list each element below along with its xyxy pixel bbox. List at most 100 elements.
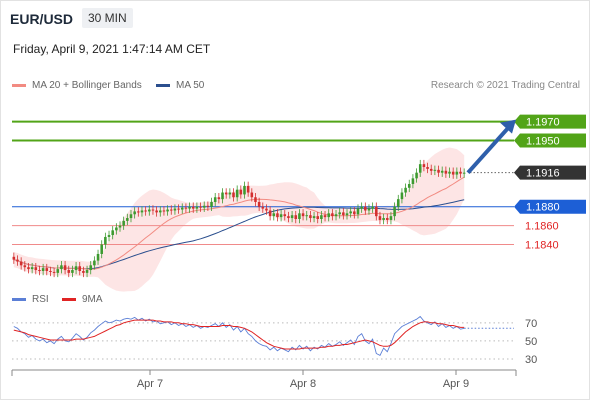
price-tag-label: 1.1950: [526, 136, 560, 148]
candle-body: [93, 260, 96, 266]
candle-body: [400, 192, 404, 200]
candle-body: [78, 266, 82, 271]
candle-body: [440, 170, 444, 173]
timeframe-badge[interactable]: 30 MIN: [82, 8, 133, 28]
candle-body: [38, 270, 41, 272]
x-tick-label-apr-8: Apr 8: [290, 378, 316, 390]
candle-body: [411, 178, 415, 185]
candle-body: [45, 268, 49, 271]
bollinger-band: [13, 147, 465, 292]
x-tick-label-apr-9: Apr 9: [443, 378, 469, 390]
symbol-title: EUR/USD: [10, 11, 74, 27]
rsi-tick-label-70: 70: [525, 318, 537, 330]
candle-body: [426, 167, 429, 169]
candle-body: [239, 189, 243, 195]
candle-body: [349, 211, 352, 214]
legend-ma50: MA 50: [156, 80, 204, 91]
candle-body: [148, 209, 151, 212]
price-tag-label: 1.1880: [526, 202, 560, 214]
rsi-ma-line: [13, 319, 465, 350]
candle-body: [250, 192, 254, 198]
candle-body: [316, 216, 319, 219]
candle-body: [16, 259, 19, 262]
candle-body: [169, 209, 173, 211]
candle-body: [85, 270, 89, 273]
candle-body: [177, 208, 180, 210]
ma50-line: [13, 199, 465, 270]
price-tag-1.1950: 1.1950: [514, 133, 586, 148]
candle-body: [283, 214, 287, 217]
candle-body: [279, 214, 283, 218]
candle-body: [309, 215, 312, 219]
ma9-swatch: [62, 298, 76, 301]
candle-body: [129, 214, 133, 219]
price-tag-box: [514, 199, 586, 214]
ma20-swatch: [12, 84, 26, 87]
candle-body: [327, 213, 330, 218]
candle-body: [389, 216, 393, 220]
candle-body: [56, 269, 60, 273]
legend-ma20: MA 20 + Bollinger Bands: [12, 80, 142, 91]
candle-body: [19, 261, 23, 266]
candle-body: [276, 213, 279, 218]
legend-rsi: RSI: [12, 294, 49, 305]
candle-body: [96, 253, 100, 261]
candle-body: [63, 265, 67, 271]
candle-body: [126, 218, 129, 221]
candle-body: [206, 205, 210, 207]
candle-body: [118, 225, 122, 228]
candle-body: [82, 270, 85, 273]
price-tag-1.1916: 1.1916: [514, 165, 586, 180]
candle-body: [202, 205, 206, 208]
candle-body: [364, 206, 367, 211]
price-tag-1.1840: 1.1840: [525, 240, 559, 252]
candle-body: [422, 164, 426, 168]
candle-body: [89, 265, 92, 271]
candle-body: [52, 271, 56, 273]
candle-body: [298, 213, 301, 219]
candle-body: [140, 210, 144, 213]
candle-body: [334, 214, 338, 217]
candle-body: [217, 197, 221, 200]
ma20-line: [13, 176, 465, 270]
candle-body: [60, 265, 63, 270]
candle-body: [221, 192, 224, 200]
candle-body: [100, 244, 103, 254]
candle-body: [173, 208, 177, 211]
candle-body: [455, 171, 459, 175]
datetime-label: Friday, April 9, 2021 1:47:14 AM CET: [13, 42, 211, 56]
candle-body: [235, 189, 239, 198]
projection-arrow-shaft: [466, 122, 514, 175]
candle-body: [290, 215, 294, 219]
candle-body: [111, 230, 114, 236]
candle-body: [459, 171, 462, 174]
candle-body: [462, 172, 466, 174]
candle-body: [404, 187, 407, 193]
candle-body: [393, 206, 396, 217]
candle-body: [166, 209, 169, 212]
candle-body: [115, 227, 118, 231]
price-tag-1.1880: 1.1880: [514, 199, 586, 214]
ma20-legend-label: MA 20 + Bollinger Bands: [32, 80, 142, 91]
candle-body: [213, 197, 217, 202]
rsi-tick-label-50: 50: [525, 336, 537, 348]
candle-body: [67, 270, 71, 273]
price-tag-label: 1.1970: [526, 117, 560, 129]
candle-body: [71, 270, 74, 273]
candle-body: [199, 206, 202, 208]
candle-body: [429, 168, 433, 171]
candle-body: [159, 210, 162, 213]
candle-body: [305, 215, 309, 217]
candle-body: [27, 267, 30, 270]
candle-body: [224, 192, 228, 195]
candle-body: [345, 213, 349, 216]
candle-body: [23, 265, 27, 268]
legend-9ma: 9MA: [62, 294, 103, 305]
candle-body: [30, 267, 34, 270]
price-tag-box: [514, 114, 586, 129]
candle-body: [338, 212, 341, 215]
candle-body: [342, 212, 345, 216]
ma9-legend-label: 9MA: [82, 294, 103, 305]
candle-body: [188, 206, 191, 209]
